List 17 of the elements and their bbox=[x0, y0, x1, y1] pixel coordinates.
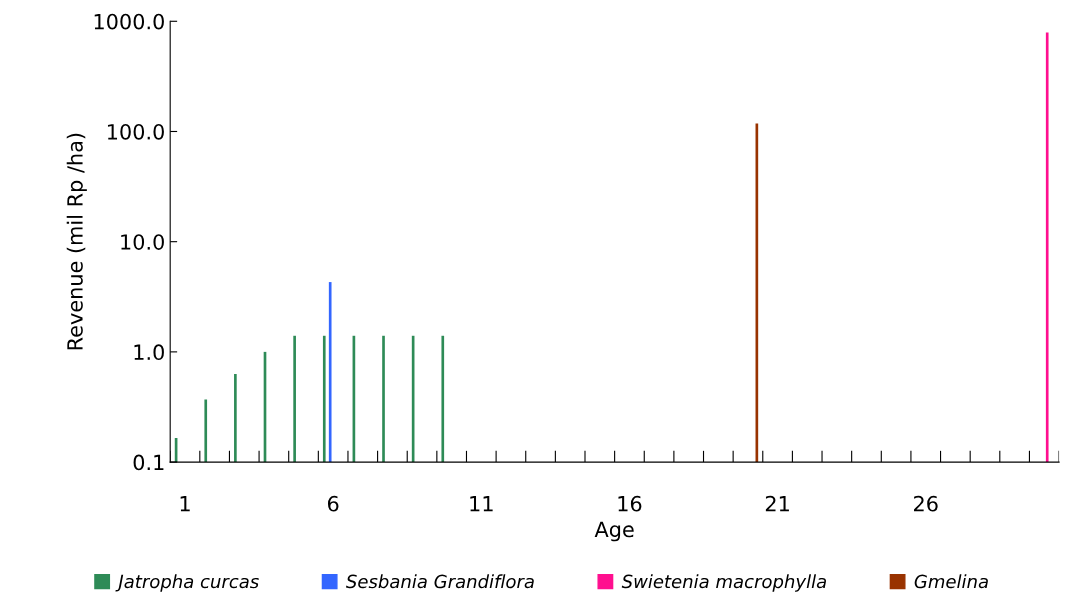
x-tick-label: 6 bbox=[327, 495, 339, 512]
legend-label: Jatropha curcas bbox=[115, 574, 259, 592]
x-tick-label: 16 bbox=[618, 495, 642, 512]
x-axis-title: Age bbox=[594, 521, 634, 542]
legend-label: Swietenia macrophylla bbox=[621, 574, 826, 592]
x-tick-label: 11 bbox=[470, 496, 493, 512]
y-tick-label: 1.0 bbox=[134, 344, 164, 361]
y-tick-label: 1000.0 bbox=[94, 13, 164, 30]
x-tick-label: 26 bbox=[914, 495, 938, 512]
y-tick-label: 10.0 bbox=[121, 234, 164, 250]
x-tick-label: 1 bbox=[180, 496, 190, 512]
y-tick-label: 0.1 bbox=[133, 454, 164, 471]
legend-label: Gmelina bbox=[914, 574, 988, 589]
x-tick-label: 21 bbox=[765, 495, 789, 512]
y-tick-label: 100.0 bbox=[107, 123, 164, 140]
y-axis-title: Revenue (mil Rp /ha) bbox=[66, 133, 87, 350]
legend-label: Sesbania Grandiflora bbox=[346, 574, 534, 589]
